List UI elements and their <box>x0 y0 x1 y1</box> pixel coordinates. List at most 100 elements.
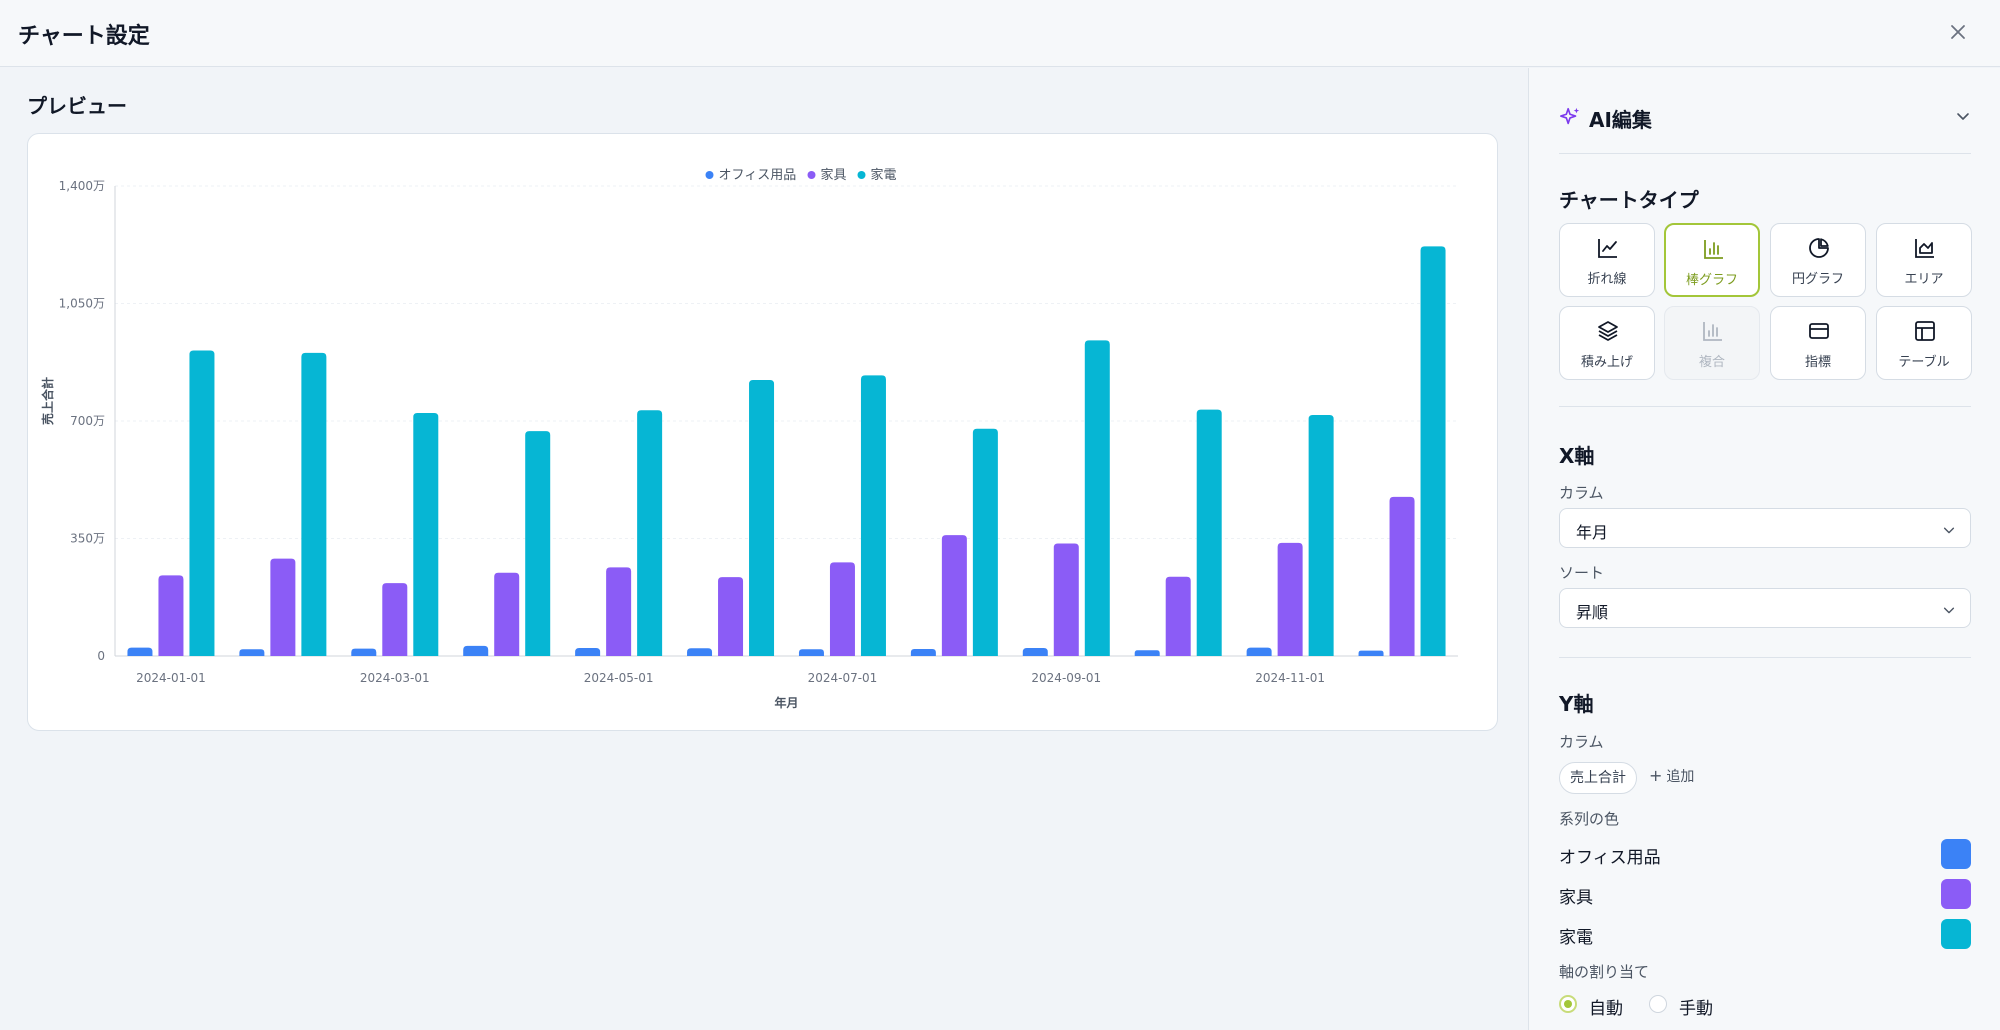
bar <box>1196 409 1222 656</box>
x-column-value: 年月 <box>1576 523 1609 542</box>
radio-label: 自動 <box>1589 999 1623 1019</box>
series-color-row: 家電 <box>1559 919 1971 949</box>
sort-label: ソート <box>1559 564 1605 582</box>
plus-icon: + <box>1649 766 1663 785</box>
y-column-label: カラム <box>1559 733 1604 751</box>
legend-swatch <box>857 171 866 179</box>
legend-label: 家具 <box>821 167 847 183</box>
color-swatch[interactable] <box>1941 879 1971 909</box>
bar <box>687 648 713 656</box>
chart-type-bar[interactable]: 棒グラフ <box>1664 223 1760 297</box>
y-tick-label: 1,400万 <box>59 179 105 193</box>
y-axis-title: 売上合計 <box>40 377 55 425</box>
chart-type-label: テーブル <box>1898 355 1950 370</box>
bar <box>351 648 377 656</box>
x-tick-label: 2024-11-01 <box>1255 671 1325 685</box>
chart-type-label: 円グラフ <box>1791 272 1844 287</box>
pie-chart-icon <box>1809 238 1829 258</box>
bar <box>239 649 265 656</box>
bar <box>910 648 936 656</box>
x-axis-title: X軸 <box>1559 444 1595 468</box>
axis-assign-label: 軸の割り当て <box>1559 963 1650 981</box>
bar <box>463 645 489 656</box>
bar <box>1308 414 1334 656</box>
chart-type-title: チャートタイプ <box>1559 188 1699 212</box>
y-column-chip[interactable]: 売上合計 <box>1559 762 1637 794</box>
bar <box>1246 647 1272 656</box>
radio-dot <box>1649 995 1667 1013</box>
series-name: 家具 <box>1559 888 1593 908</box>
bar <box>575 647 601 656</box>
chart-type-pie[interactable]: 円グラフ <box>1770 223 1866 297</box>
preview-area: プレビュー 0 350万 700万 1,050万 1,400万 2024-01-01 202… <box>0 68 1528 1030</box>
chart-type-area[interactable]: エリア <box>1876 223 1972 297</box>
bar <box>1358 650 1384 656</box>
ai-edit-label: AI編集 <box>1589 108 1652 132</box>
bar <box>1084 340 1110 656</box>
color-swatch[interactable] <box>1941 839 1971 869</box>
close-icon[interactable] <box>1946 20 1970 44</box>
series-name: 家電 <box>1559 928 1593 948</box>
ai-edit-toggle[interactable]: AI編集 <box>1559 96 1971 136</box>
bar <box>798 649 824 656</box>
bar <box>301 352 327 656</box>
area-chart-icon <box>1915 239 1934 258</box>
x-tick-label: 2024-01-01 <box>136 671 206 685</box>
bar <box>860 375 886 656</box>
y-tick-label: 1,050万 <box>59 297 105 311</box>
bar <box>1165 576 1191 656</box>
sparkles-icon <box>1560 107 1580 125</box>
y-tick-label: 700万 <box>70 414 105 428</box>
chart-type-combo[interactable]: 複合 <box>1664 306 1760 380</box>
bar <box>1053 543 1079 656</box>
title-bar: チャート設定 <box>0 0 2000 67</box>
bar <box>127 647 153 656</box>
x-tick-label: 2024-07-01 <box>808 671 878 685</box>
x-tick-label: 2024-05-01 <box>584 671 654 685</box>
x-tick-label: 2024-03-01 <box>360 671 430 685</box>
x-column-label: カラム <box>1559 484 1604 502</box>
bar <box>829 562 855 656</box>
bar-chart-icon <box>1704 240 1723 259</box>
layers-icon <box>1598 321 1618 341</box>
bar <box>413 412 439 656</box>
chart-type-line[interactable]: 折れ線 <box>1559 223 1655 297</box>
bar <box>270 558 296 656</box>
x-axis-title: 年月 <box>774 695 798 710</box>
chart-type-table[interactable]: テーブル <box>1876 306 1972 380</box>
y-axis-title: Y軸 <box>1559 692 1594 716</box>
y-tick-label: 350万 <box>70 532 105 546</box>
bar <box>1420 246 1446 656</box>
chevron-down-icon <box>1943 607 1955 614</box>
bar <box>1389 496 1415 656</box>
chart-type-stacked[interactable]: 積み上げ <box>1559 306 1655 380</box>
x-column-select[interactable]: 年月 <box>1559 508 1971 548</box>
chart-type-label: エリア <box>1904 272 1944 287</box>
series-color-row: オフィス用品 <box>1559 839 1971 869</box>
bar <box>189 350 215 656</box>
bar <box>494 572 520 656</box>
legend-swatch <box>807 171 816 179</box>
table-icon <box>1915 321 1935 341</box>
metric-card-icon <box>1809 323 1829 339</box>
y-tick-label: 0 <box>97 649 105 663</box>
x-tick-label: 2024-09-01 <box>1031 671 1101 685</box>
sort-select[interactable]: 昇順 <box>1559 588 1971 628</box>
chart-card: 0 350万 700万 1,050万 1,400万 2024-01-01 2024-03-0… <box>27 133 1498 731</box>
color-swatch[interactable] <box>1941 919 1971 949</box>
sort-value: 昇順 <box>1576 603 1609 622</box>
bar <box>718 577 744 656</box>
legend-swatch <box>705 171 714 179</box>
window-title: チャート設定 <box>18 24 150 49</box>
series-color-label: 系列の色 <box>1559 810 1620 828</box>
chart-type-metric[interactable]: 指標 <box>1770 306 1866 380</box>
chart-type-label: 複合 <box>1698 355 1725 370</box>
chevron-down-icon <box>1943 527 1955 534</box>
chart-type-label: 積み上げ <box>1580 355 1633 370</box>
bar <box>972 428 998 656</box>
add-column-button[interactable]: + 追加 <box>1649 766 1694 786</box>
series-name: オフィス用品 <box>1559 848 1661 868</box>
divider <box>1559 153 1971 154</box>
settings-panel: AI編集 チャートタイプ 折れ線 棒グラフ 円グラフ エリア 積み上げ 複合 <box>1528 68 2000 1030</box>
chart-type-label: 指標 <box>1804 355 1831 370</box>
